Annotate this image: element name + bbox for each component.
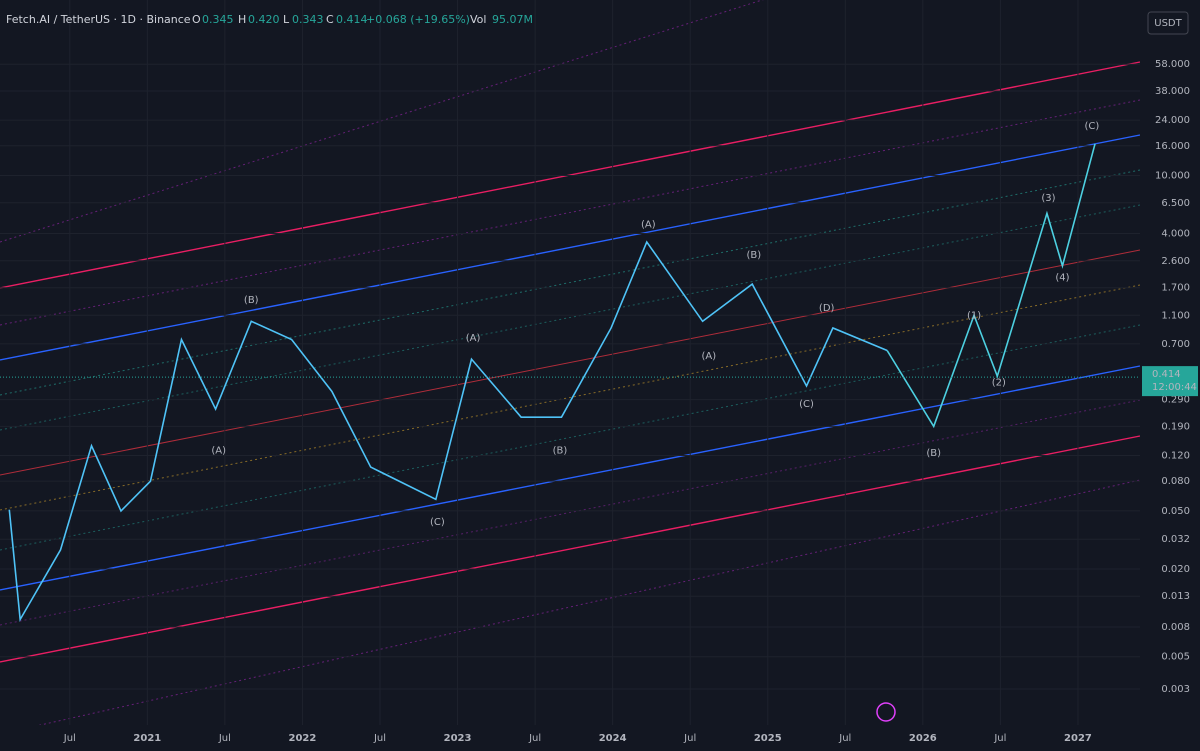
wave-label: (B) [926,448,941,459]
channel-line [0,365,1141,591]
wave-label: (D) [819,303,835,314]
x-tick-label: 2022 [289,733,317,744]
last-price: 0.414 [1152,369,1181,380]
price-line [886,143,1096,429]
countdown: 12:00:44 [1152,382,1197,393]
vol-value: 95.07M [492,13,533,26]
wave-label: (3) [1041,193,1055,204]
y-tick-label: 4.000 [1161,229,1190,240]
c-label: C [326,13,334,26]
wave-label: (A) [211,445,226,456]
x-tick-label: 2026 [909,733,937,744]
l-label: L [283,13,290,26]
channel-line [0,61,1141,289]
y-tick-label: 0.290 [1161,395,1190,406]
y-tick-label: 0.080 [1161,476,1190,487]
channel-line [0,435,1141,663]
o-value: 0.345 [202,13,234,26]
y-tick-label: 0.008 [1161,622,1190,633]
channel-line [0,169,1141,396]
channel-lines [0,0,1141,735]
x-tick-label: Jul [63,733,76,744]
h-value: 0.420 [248,13,280,26]
o-label: O [192,13,201,26]
alert-icon[interactable] [876,702,896,722]
currency[interactable]: USDT [1154,18,1182,29]
x-tick-label: Jul [838,733,851,744]
wave-label: (C) [799,399,814,410]
y-tick-label: 0.050 [1161,506,1190,517]
c-value: 0.414 [336,13,368,26]
y-tick-label: 1.100 [1161,310,1190,321]
wave-label: (1) [967,310,981,321]
x-tick-label: Jul [993,733,1006,744]
channel-line [0,134,1141,361]
y-tick-label: 10.000 [1155,171,1190,182]
axes: 58.000 38.000 24.000 16.000 10.000 6.500 4.000… [63,59,1198,744]
channel-line [0,284,1141,511]
price-line [8,240,888,623]
vol-label: Vol [470,13,486,26]
symbol: Fetch.AI / TetherUS · 1D · Binance [6,13,191,26]
y-tick-label: 2.600 [1161,256,1190,267]
y-tick-label: 1.700 [1161,283,1190,294]
y-tick-label: 0.032 [1161,534,1190,545]
x-tick-label: 2025 [754,733,782,744]
x-tick-label: 2027 [1064,733,1092,744]
wave-label: (B) [244,295,259,306]
wave-label: (B) [746,250,761,261]
y-tick-label: 0.005 [1161,652,1190,663]
wave-label: (A) [701,351,716,362]
y-tick-label: 0.120 [1161,451,1190,462]
wave-label: (A) [641,220,656,231]
y-tick-label: 0.020 [1161,564,1190,575]
last-price-tag [1142,366,1198,397]
legend-header: Fetch.AI / TetherUS · 1D · Binance O 0.3… [6,13,533,26]
x-tick-label: Jul [218,733,231,744]
y-tick-label: 6.500 [1161,198,1190,209]
plot: (B) (A) (C) (A) (B) (A) (A) (B) (C) (D) (B) (1) (2) (… [0,0,1140,725]
time-axis [0,725,1140,751]
wave-label: (C) [430,517,445,528]
x-tick-label: 2024 [599,733,627,744]
wave-label: (C) [1085,121,1100,132]
wave-label: (B) [553,445,568,456]
y-tick-label: 38.000 [1155,86,1190,97]
x-tick-label: Jul [528,733,541,744]
currency-button[interactable] [1147,11,1189,35]
x-tick-label: Jul [683,733,696,744]
y-tick-label: 24.000 [1155,115,1190,126]
change: +0.068 (+19.65%) [366,13,470,26]
wave-label: (4) [1055,272,1069,283]
x-tick-label: 2023 [444,733,472,744]
y-tick-label: 58.000 [1155,59,1190,70]
wave-label: (2) [992,378,1006,389]
h-label: H [238,13,246,26]
y-tick-label: 0.190 [1161,421,1190,432]
y-tick-label: 0.003 [1161,684,1190,695]
channel-line [0,99,1141,326]
y-tick-label: 0.700 [1161,339,1190,350]
x-tick-label: 2021 [133,733,161,744]
y-tick-label: 16.000 [1155,141,1190,152]
l-value: 0.343 [292,13,324,26]
x-tick-label: Jul [373,733,386,744]
channel-line [0,204,1141,431]
wave-label: (A) [466,333,481,344]
y-tick-label: 0.013 [1161,591,1190,602]
channel-line [0,324,1141,551]
channel-line [0,399,1141,626]
